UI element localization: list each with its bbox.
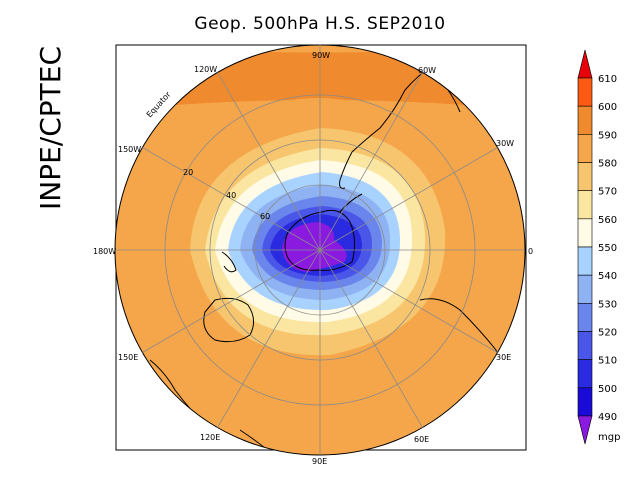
graticule xyxy=(114,44,526,456)
meridian-line xyxy=(217,72,321,251)
colorbar-box xyxy=(577,359,593,389)
colorbar-level-label: 500 xyxy=(598,384,617,395)
colorbar: 610 600 590 580 570 560 550 540 530 520 510 500 490 xyxy=(577,49,617,445)
lbl-180w: 180W xyxy=(93,247,116,256)
colorbar-box xyxy=(577,218,593,248)
lbl-90e: 90E xyxy=(312,457,327,466)
lbl-0: 0 xyxy=(528,247,533,256)
meridian-line xyxy=(319,249,423,428)
lbl-90w: 90W xyxy=(312,51,330,60)
colorbar-box xyxy=(577,190,593,220)
colorbar-level-label: 610 xyxy=(598,74,617,85)
colorbar-level-label: 490 xyxy=(598,412,617,423)
lbl-60w: 60W xyxy=(418,66,436,75)
colorbar-box xyxy=(577,77,593,107)
colorbar-box xyxy=(577,246,593,276)
lbl-30w: 30W xyxy=(496,139,514,148)
colorbar-level-label: 540 xyxy=(598,271,617,282)
colorbar-box xyxy=(577,134,593,163)
colorbar-level-label: 530 xyxy=(598,299,617,310)
colorbar-level-label: 560 xyxy=(598,215,617,226)
colorbar-unit: mgp xyxy=(598,432,620,443)
meridian-line xyxy=(319,147,498,251)
meridian-line xyxy=(142,249,321,353)
colorbar-level-label: 580 xyxy=(598,159,617,170)
meridian-line xyxy=(217,249,321,428)
colorbar-top-arrow xyxy=(577,49,593,79)
lbl-30e: 30E xyxy=(496,353,511,362)
lbl-20: 20 xyxy=(183,168,193,177)
meridian-line xyxy=(142,147,321,251)
lbl-150w: 150W xyxy=(118,145,141,154)
meridian-line xyxy=(319,249,498,353)
lbl-60e: 60E xyxy=(414,435,429,444)
colorbar-level-label: 570 xyxy=(598,187,617,198)
colorbar-box xyxy=(577,162,593,191)
colorbar-box xyxy=(577,331,593,360)
colorbar-level-label: 550 xyxy=(598,243,617,254)
colorbar-box xyxy=(577,274,593,304)
colorbar-level-label: 600 xyxy=(598,102,617,113)
chart-title: Geop. 500hPa H.S. SEP2010 xyxy=(194,14,446,34)
colorbar-bottom-arrow xyxy=(577,415,593,445)
colorbar-box xyxy=(577,303,593,332)
lbl-120w: 120W xyxy=(194,65,217,74)
lbl-150e: 150E xyxy=(118,353,138,362)
lbl-40: 40 xyxy=(226,191,236,200)
colorbar-level-label: 520 xyxy=(598,328,617,339)
colorbar-box xyxy=(577,387,593,417)
lbl-60: 60 xyxy=(260,212,270,221)
meridian-labels: 90W 60W 30W 0 30E 60E 90E 120E 150E 180W… xyxy=(93,51,533,466)
meridian-line xyxy=(319,72,423,251)
colorbar-level-label: 590 xyxy=(598,130,617,141)
colorbar-box xyxy=(577,105,593,135)
lbl-120e: 120E xyxy=(200,433,220,442)
colorbar-level-label: 510 xyxy=(598,356,617,367)
